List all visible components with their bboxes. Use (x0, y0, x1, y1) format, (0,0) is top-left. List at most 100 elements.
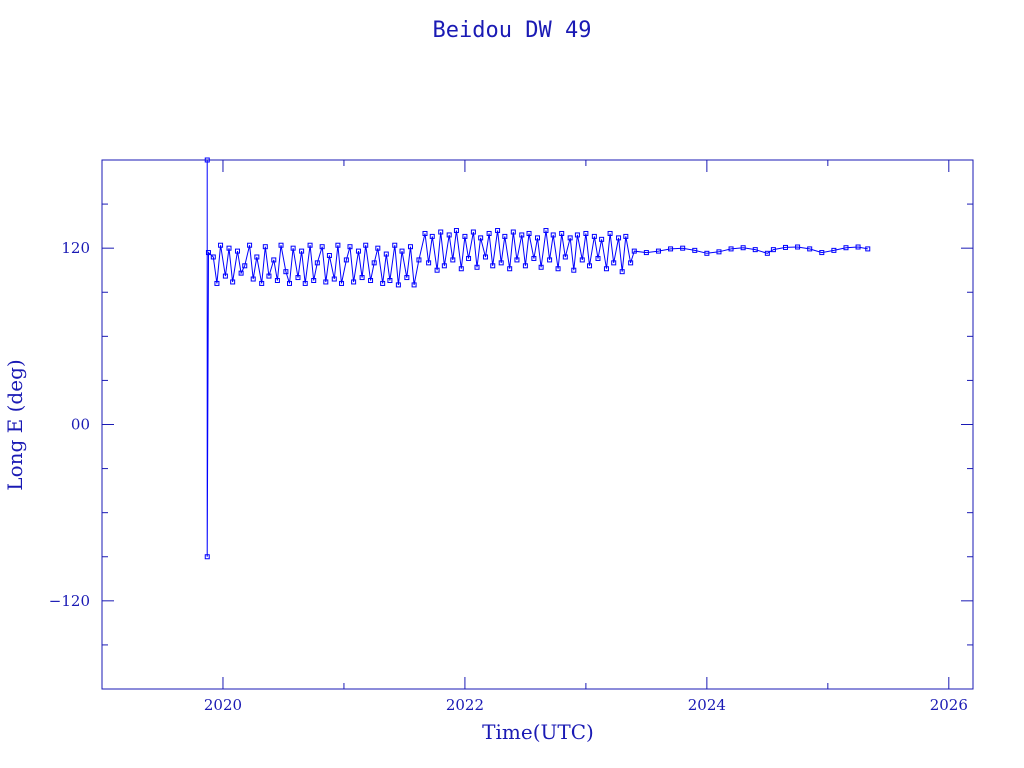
data-point (339, 280, 345, 286)
data-point (628, 260, 634, 266)
data-point (587, 263, 593, 269)
data-point (351, 279, 357, 285)
data-point (550, 232, 556, 238)
data-point (562, 254, 568, 260)
data-point (343, 257, 349, 263)
data-point (619, 269, 625, 275)
data-point (510, 229, 516, 235)
data-point (214, 280, 220, 286)
data-point (404, 275, 410, 281)
data-point (299, 248, 305, 254)
data-point (603, 266, 609, 272)
data-point (242, 263, 248, 269)
data-point (247, 242, 253, 248)
data-point (319, 244, 325, 250)
data-point (314, 260, 320, 266)
data-point (607, 230, 613, 236)
data-point (380, 280, 386, 286)
axis-ticks (101, 160, 973, 689)
data-point (450, 257, 456, 263)
data-point (368, 277, 374, 283)
data-point (307, 242, 313, 248)
data-point (347, 244, 353, 250)
y-axis-label: Long E (deg) (3, 359, 27, 490)
data-point (574, 232, 580, 238)
data-point (434, 267, 440, 273)
data-point (611, 260, 617, 266)
data-point (375, 245, 381, 251)
data-point (326, 253, 332, 259)
data-point (335, 242, 341, 248)
data-point (383, 251, 389, 257)
data-point (495, 228, 501, 234)
y-tick-label: 120 (61, 239, 90, 257)
data-point (387, 277, 393, 283)
data-point (543, 228, 549, 234)
data-point (526, 230, 532, 236)
data-point (498, 260, 504, 266)
y-tick-label: −120 (49, 592, 90, 610)
data-point (782, 244, 788, 250)
tick-labels: 2020 2022 2024 2026 −120 00 120 (49, 239, 968, 714)
data-point (359, 275, 365, 281)
data-point (680, 245, 686, 251)
data-point (222, 273, 228, 279)
data-point (210, 254, 216, 260)
data-point (422, 230, 428, 236)
data-point (583, 230, 589, 236)
x-tick-label: 2024 (688, 696, 726, 714)
data-point (482, 254, 488, 260)
data-point (283, 269, 289, 275)
data-point (446, 232, 452, 238)
chart-title: Beidou DW 49 (433, 18, 592, 43)
data-point (819, 250, 825, 256)
data-point (507, 266, 513, 272)
data-point (230, 279, 236, 285)
data-point (535, 235, 540, 241)
data-point (865, 246, 871, 252)
data-point (616, 235, 622, 241)
data-point (311, 277, 317, 283)
data-point (411, 282, 417, 288)
data-point (599, 236, 605, 242)
y-tick-label: 00 (71, 416, 90, 434)
data-point (502, 233, 508, 239)
data-point (571, 267, 577, 273)
data-point (474, 264, 480, 270)
data-point (795, 244, 801, 250)
data-point (218, 242, 224, 248)
data-point (704, 250, 710, 256)
data-point (559, 230, 565, 236)
data-point (234, 248, 240, 254)
data-point (331, 276, 337, 282)
data-point (668, 246, 674, 252)
data-point (740, 245, 746, 251)
data-point (752, 247, 758, 253)
data-point (547, 257, 553, 263)
data-point (522, 263, 528, 269)
data-point (266, 273, 272, 279)
data-point (462, 233, 468, 239)
data-point (295, 275, 301, 281)
data-point (514, 257, 520, 263)
data-point (278, 242, 284, 248)
data-point (631, 248, 637, 254)
data-point (287, 280, 293, 286)
data-point (643, 250, 649, 256)
data-point (407, 244, 413, 250)
data-point (519, 232, 525, 238)
data-point (466, 255, 472, 261)
data-point (226, 245, 232, 251)
data-point (831, 247, 837, 253)
data-point (204, 554, 210, 560)
data-point (538, 264, 544, 270)
data-point (259, 280, 265, 286)
data-point (692, 247, 698, 253)
data-point (302, 280, 308, 286)
data-point (595, 255, 601, 261)
x-tick-label: 2026 (930, 696, 968, 714)
data-point (843, 245, 849, 251)
data-point (392, 242, 398, 248)
data-point (555, 266, 561, 272)
x-tick-label: 2020 (204, 696, 242, 714)
